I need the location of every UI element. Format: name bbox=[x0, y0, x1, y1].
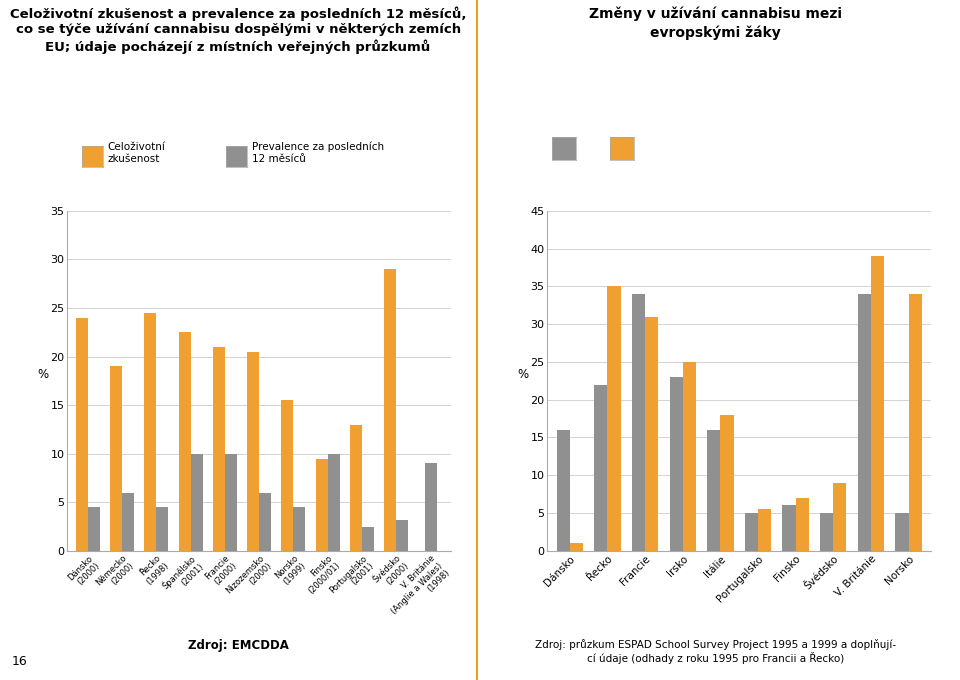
Bar bbox=[896, 513, 908, 551]
Bar bbox=[225, 454, 237, 551]
Bar bbox=[384, 269, 396, 551]
Bar bbox=[316, 458, 327, 551]
Bar bbox=[720, 415, 733, 551]
Bar bbox=[259, 492, 272, 551]
Bar bbox=[213, 347, 225, 551]
Bar bbox=[191, 454, 203, 551]
Bar bbox=[570, 543, 583, 551]
Bar bbox=[87, 507, 100, 551]
Bar bbox=[122, 492, 134, 551]
Text: evropskými žáky: evropskými žáky bbox=[650, 25, 780, 39]
Bar bbox=[327, 454, 340, 551]
Bar bbox=[424, 463, 437, 551]
Bar bbox=[833, 483, 847, 551]
Y-axis label: %: % bbox=[37, 368, 49, 381]
Text: Zdroj: EMCDDA: Zdroj: EMCDDA bbox=[187, 639, 289, 652]
Text: EU; údaje pocházejí z místních veřejných průzkumů: EU; údaje pocházejí z místních veřejných… bbox=[45, 39, 431, 54]
Bar bbox=[594, 385, 608, 551]
Bar bbox=[362, 526, 374, 551]
Bar bbox=[645, 317, 659, 551]
Bar bbox=[179, 333, 191, 551]
Text: Změny v užívání cannabisu mezi: Změny v užívání cannabisu mezi bbox=[588, 7, 842, 21]
Bar bbox=[871, 256, 884, 551]
Bar bbox=[858, 294, 871, 551]
Bar bbox=[294, 507, 305, 551]
Bar bbox=[608, 286, 620, 551]
Bar bbox=[248, 352, 259, 551]
Y-axis label: %: % bbox=[517, 368, 529, 381]
Bar bbox=[669, 377, 683, 551]
Bar bbox=[350, 424, 362, 551]
Bar bbox=[156, 507, 168, 551]
Text: Zdroj: průzkum ESPAD School Survey Project 1995 a 1999 a doplňují-
cí údaje (odh: Zdroj: průzkum ESPAD School Survey Proje… bbox=[535, 639, 896, 664]
Bar bbox=[632, 294, 645, 551]
Text: Celoživotní zkušenost a prevalence za posledních 12 měsíců,: Celoživotní zkušenost a prevalence za po… bbox=[10, 7, 467, 21]
Bar bbox=[557, 430, 570, 551]
Bar bbox=[708, 430, 720, 551]
Bar bbox=[76, 318, 87, 551]
Bar bbox=[758, 509, 771, 551]
Bar bbox=[144, 313, 156, 551]
Bar bbox=[782, 505, 796, 551]
Bar bbox=[281, 401, 294, 551]
Bar bbox=[796, 498, 809, 551]
Bar bbox=[820, 513, 833, 551]
Bar bbox=[745, 513, 758, 551]
Text: 16: 16 bbox=[12, 655, 27, 668]
Bar bbox=[908, 294, 922, 551]
Text: co se týče užívání cannabisu dospělými v některých zemích: co se týče užívání cannabisu dospělými v… bbox=[15, 23, 461, 36]
Bar bbox=[110, 367, 122, 551]
Text: Prevalence za posledních
12 měsíců: Prevalence za posledních 12 měsíců bbox=[252, 142, 384, 164]
Bar bbox=[683, 362, 696, 551]
Bar bbox=[396, 520, 408, 551]
Text: Celoživotní
zkušenost: Celoživotní zkušenost bbox=[108, 142, 165, 164]
